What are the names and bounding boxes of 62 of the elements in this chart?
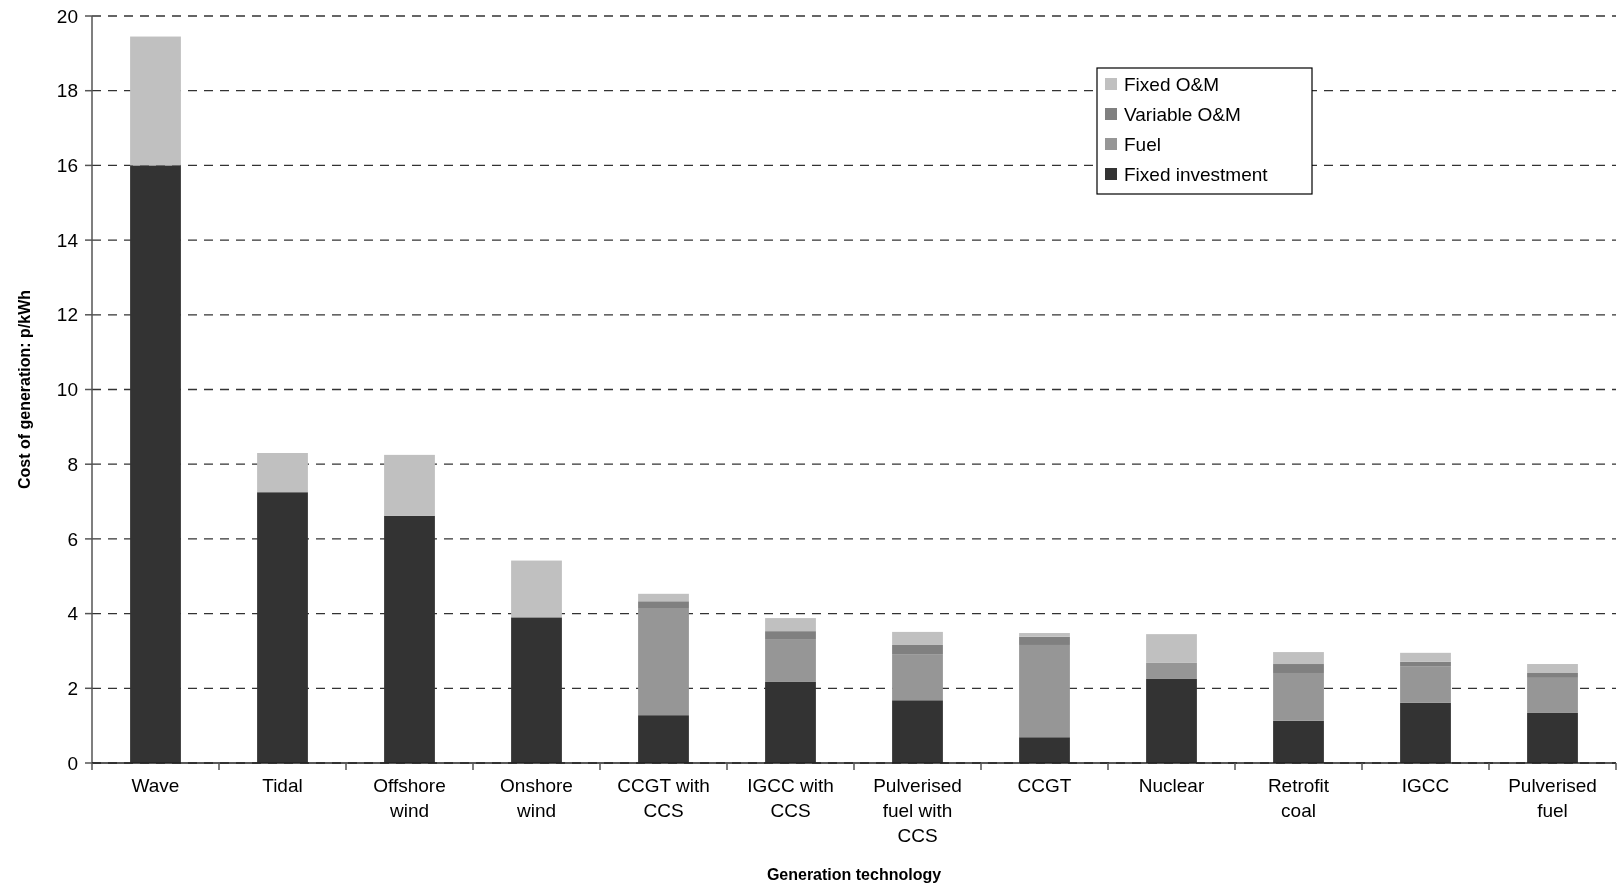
y-tick-label: 0 (67, 752, 78, 774)
bar (1019, 737, 1070, 763)
x-tick-label: Offshore wind (373, 775, 446, 821)
y-tick-label: 10 (56, 379, 78, 401)
y-axis-title: Cost of generation: p/kWh (16, 289, 33, 490)
y-tick-label: 6 (67, 528, 78, 550)
legend-label: Fixed O&M (1124, 73, 1220, 95)
y-tick-label: 4 (67, 603, 79, 625)
x-tick-label: IGCC with CCS (747, 775, 834, 821)
x-tick-label: Onshore wind (500, 775, 573, 821)
y-tick-label: 16 (56, 155, 78, 177)
bar (1146, 634, 1197, 663)
bar (892, 700, 943, 763)
x-tick-label: Tidal (262, 775, 303, 796)
legend-label: Fixed investment (1124, 163, 1269, 185)
bar (1019, 644, 1070, 738)
bar (638, 601, 689, 608)
bar (1527, 672, 1578, 678)
bar (1527, 664, 1578, 673)
bar (638, 608, 689, 716)
bar (1400, 652, 1451, 662)
bar (1273, 720, 1324, 763)
bar (1019, 636, 1070, 645)
bar (1146, 662, 1197, 679)
bar (638, 593, 689, 602)
legend-label: Variable O&M (1124, 103, 1241, 125)
legend-label: Fuel (1124, 133, 1161, 155)
bar (892, 654, 943, 701)
x-axis-title: Generation technology (766, 866, 942, 883)
bar (511, 560, 562, 618)
x-tick-label: Pulverised fuel (1508, 775, 1597, 821)
bar (1527, 677, 1578, 713)
x-tick-label: Nuclear (1138, 775, 1205, 796)
bar (257, 453, 308, 493)
x-tick-label: Retrofit coal (1267, 775, 1330, 821)
y-tick-label: 8 (67, 453, 78, 475)
bar (1273, 664, 1324, 673)
bar (384, 454, 435, 516)
x-tick-label: Wave (131, 775, 180, 796)
bar (130, 36, 181, 166)
bar (892, 644, 943, 655)
bar (1273, 652, 1324, 665)
bar (1400, 702, 1451, 763)
y-tick-label: 12 (56, 304, 78, 326)
y-tick-label: 18 (56, 80, 78, 102)
bar (1400, 661, 1451, 667)
bar (638, 715, 689, 763)
x-tick-label: IGCC (1401, 775, 1450, 796)
y-tick-label: 14 (56, 229, 79, 251)
bar (1273, 672, 1324, 721)
x-tick-label: CCGT (1017, 775, 1072, 796)
x-tick-label: Pulverised fuel with CCS (873, 775, 962, 846)
bar (892, 631, 943, 645)
bar (765, 639, 816, 682)
bar (1019, 633, 1070, 637)
bar (1527, 712, 1578, 763)
bar (765, 618, 816, 632)
y-tick-label: 2 (67, 677, 78, 699)
y-tick-label: 20 (56, 5, 78, 27)
x-tick-label: CCGT with CCS (617, 775, 710, 821)
bar (765, 631, 816, 640)
bar (1400, 666, 1451, 703)
